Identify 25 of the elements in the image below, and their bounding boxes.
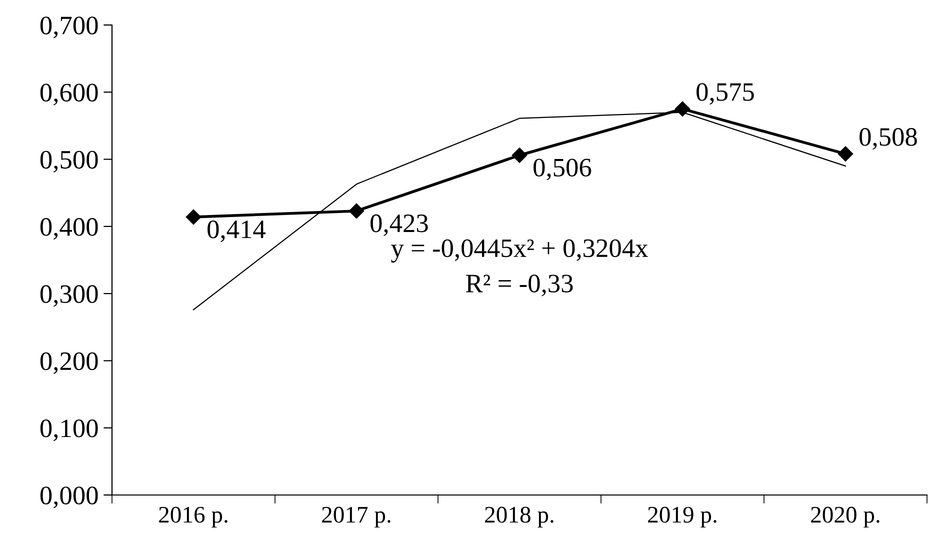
y-tick-label: 0,200	[40, 352, 98, 374]
data-label: 0,508	[860, 128, 917, 150]
annotation: R² = -0,33	[466, 274, 573, 296]
x-tick-label: 2017 р.	[322, 506, 390, 528]
y-tick-label: 0,300	[40, 285, 98, 307]
y-tick-label: 0,700	[40, 16, 98, 38]
x-tick-label: 2016 р.	[159, 506, 228, 528]
annotation: y = -0,0445x² + 0,3204x	[391, 239, 648, 263]
point	[512, 148, 528, 163]
y-tick-label: 0,400	[40, 218, 98, 240]
y-tick-label: 0,100	[40, 419, 98, 442]
y-tick-label: 0,500	[40, 150, 98, 172]
point	[674, 101, 690, 116]
point	[838, 146, 854, 162]
x-tick-label: 2020 р.	[811, 506, 880, 528]
point	[348, 203, 364, 219]
x-tick-label: 2019 р.	[648, 506, 716, 528]
data-label: 0,506	[534, 158, 592, 180]
y-tick-label: 0,000	[40, 486, 98, 508]
data-label: 0,575	[696, 83, 754, 105]
point	[186, 209, 202, 225]
x-tick-label: 2018 р.	[485, 506, 554, 528]
data-label: 0,414	[208, 220, 266, 242]
y-tick-label: 0,600	[40, 84, 98, 106]
data-label: 0,423	[370, 214, 428, 236]
